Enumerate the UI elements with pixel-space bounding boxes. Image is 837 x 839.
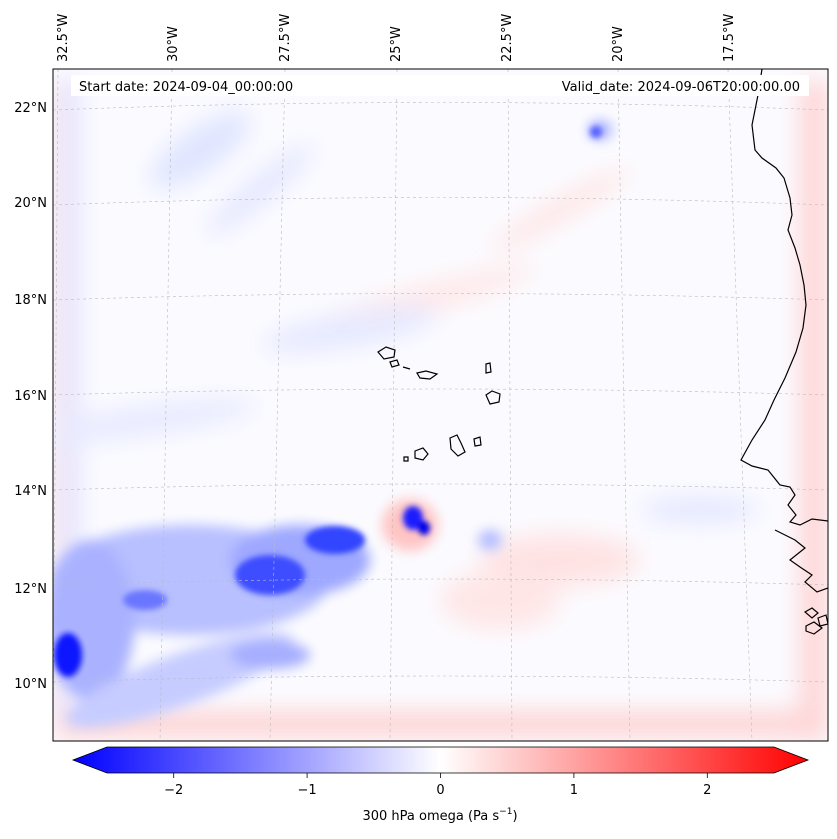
cabo-verde-boa-vista: [485, 390, 501, 405]
guinea-islands: [803, 607, 828, 635]
colorbar-tick-label: −2: [164, 783, 183, 798]
latitude-labels: 22°N 20°N 18°N 16°N 14°N 12°N 10°N: [14, 101, 47, 692]
colorbar-ticks: −2 −1 0 1 2: [164, 773, 711, 798]
map-frame: [52, 68, 829, 742]
cabo-verde-santa-luzia: [402, 366, 411, 370]
valid-date-label: Valid_date: 2024-09-06T20:00:00.00: [562, 80, 800, 95]
colorbar-title: 300 hPa omega (Pa s−1): [362, 807, 517, 824]
colorbar-title-end: ): [512, 809, 517, 824]
map-panel: Start date: 2024-09-04_00:00:00 Valid_da…: [53, 69, 828, 741]
start-date-label: Start date: 2024-09-04_00:00:00: [79, 80, 293, 95]
lat-label-22n: 22°N: [14, 101, 47, 116]
colorbar-tick-label: −1: [298, 783, 317, 798]
colorbar-title-exponent: −1: [499, 807, 512, 817]
colorbar-tick-label: 0: [436, 783, 444, 798]
cabo-verde-brava: [403, 456, 409, 462]
colorbar-tick-label: 2: [703, 783, 711, 798]
lon-label-27-5w: 27.5°W: [278, 14, 293, 62]
cabo-verde-santo-antao: [377, 346, 396, 360]
colorbar-tick-label: 1: [570, 783, 578, 798]
colorbar-title-main: 300 hPa omega (Pa s: [362, 809, 499, 824]
lat-label-10n: 10°N: [14, 677, 47, 692]
lat-label-14n: 14°N: [14, 484, 47, 499]
cabo-verde-fogo: [414, 447, 429, 461]
african-coast: [740, 69, 828, 593]
lat-label-20n: 20°N: [14, 196, 47, 211]
lon-label-22-5w: 22.5°W: [500, 14, 515, 62]
lat-label-12n: 12°N: [14, 582, 47, 597]
cabo-verde-santiago: [449, 434, 466, 457]
lon-label-32-5w: 32.5°W: [56, 14, 71, 62]
annotation-backdrop: [71, 75, 809, 96]
lon-label-25w: 25°W: [389, 26, 404, 62]
cabo-verde-sao-nicolau: [416, 370, 439, 380]
lon-label-30w: 30°W: [166, 26, 181, 62]
omega-field: [53, 80, 828, 740]
graticule: [53, 69, 828, 741]
colorbar-body: [71, 746, 810, 774]
lat-label-18n: 18°N: [14, 293, 47, 308]
lon-label-20w: 20°W: [611, 26, 626, 62]
lon-label-17-5w: 17.5°W: [722, 14, 737, 62]
coastlines: [377, 69, 828, 635]
lat-label-16n: 16°N: [14, 389, 47, 404]
cabo-verde-maio: [473, 436, 482, 447]
cabo-verde-sal: [485, 362, 492, 374]
colorbar: −2 −1 0 1 2 300 hPa omega (Pa s−1): [71, 746, 810, 824]
cabo-verde-sao-vicente: [389, 359, 400, 368]
longitude-labels: 32.5°W 30°W 27.5°W 25°W 22.5°W 20°W 17.5…: [56, 14, 737, 62]
